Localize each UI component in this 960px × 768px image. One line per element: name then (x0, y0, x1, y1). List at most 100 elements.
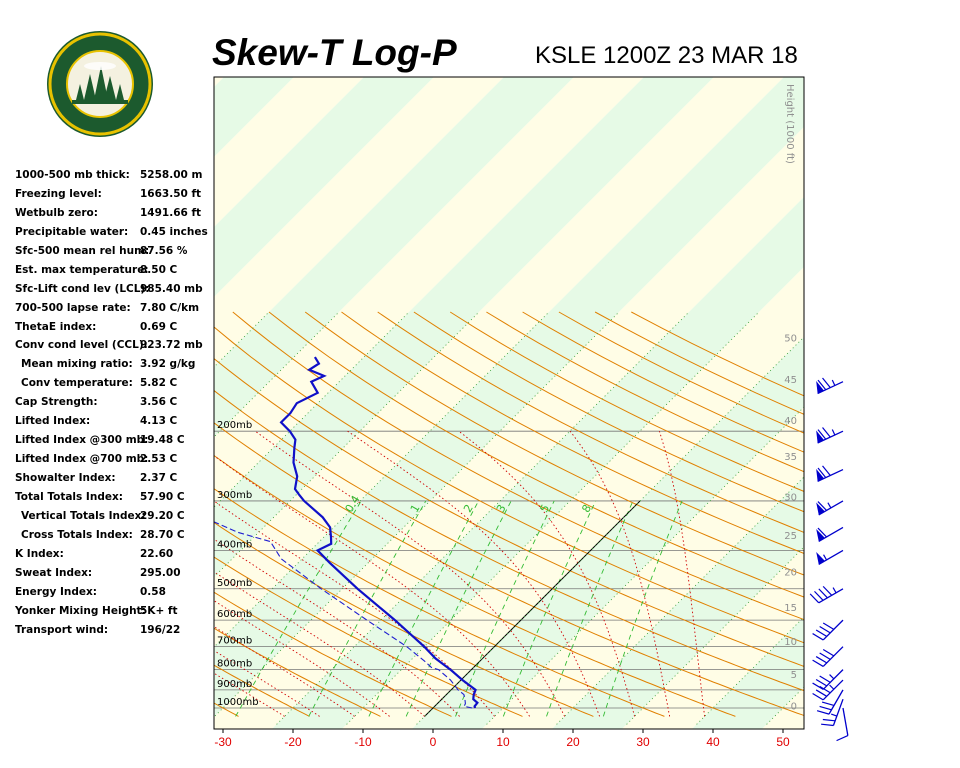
mixing-ratio-line (455, 500, 555, 717)
wind-barb (816, 500, 844, 516)
dry-adiabat (214, 488, 665, 717)
wind-barb (812, 619, 844, 641)
moist-adiabat (214, 626, 355, 717)
pressure-label: 300mb (217, 490, 252, 501)
wind-barb-half (827, 502, 832, 509)
wind-barb-half (832, 587, 837, 594)
mixing-ratio-line (308, 500, 427, 717)
stat-label: Conv temperature: (21, 377, 133, 390)
moist-adiabat (214, 455, 530, 717)
dry-adiabat (232, 311, 804, 621)
stat-value: 2.53 C (140, 453, 178, 466)
stat-label: Mean mixing ratio: (21, 358, 133, 371)
height-tick-label: 35 (784, 452, 797, 463)
stat-label: Sfc-500 mean rel hum: (15, 244, 150, 257)
dry-adiabat (304, 311, 804, 576)
isotherm-band (622, 547, 804, 729)
stat-value: 22.60 (140, 547, 174, 560)
moist-adiabat (214, 600, 390, 717)
wind-barb-full (819, 625, 831, 634)
wind-barb-flag (816, 552, 825, 565)
stat-value: 3.92 g/kg (140, 358, 196, 371)
temperature-tick-label: 20 (566, 735, 580, 749)
wind-barb-full (819, 652, 831, 660)
wind-barb-flag (816, 430, 824, 444)
wind-barb-half (831, 713, 838, 717)
stat-label: Energy Index: (15, 585, 97, 598)
wind-barb-full (815, 689, 828, 697)
stat-value: 7.80 C/km (140, 301, 200, 314)
stat-label: Est. max temperature: (15, 263, 149, 276)
stat-label: Freezing level: (15, 187, 102, 200)
height-tick-label: 15 (784, 603, 797, 614)
isotherm-line (0, 312, 199, 724)
wind-barb-full (812, 682, 824, 690)
wind-barb-full (822, 648, 835, 657)
wind-barb-full (819, 675, 831, 683)
temperature-tick-label: -30 (214, 735, 232, 749)
dry-adiabat (268, 311, 804, 598)
wind-barb-half (831, 429, 836, 436)
stat-value: 57.90 C (140, 490, 185, 503)
mixing-ratio-line (405, 500, 512, 717)
stat-label: 1000-500 mb thick: (15, 169, 130, 181)
moist-adiabat (214, 571, 425, 717)
stat-value: 28.70 C (140, 528, 185, 541)
stat-label: 700-500 lapse rate: (15, 301, 131, 314)
wind-barb-full (817, 379, 827, 391)
temperature-tick-label: 10 (496, 735, 510, 749)
wind-barb-full (822, 718, 836, 722)
dry-adiabat (377, 311, 804, 533)
stat-value: 196/22 (140, 623, 181, 636)
dry-adiabat (214, 591, 452, 717)
stat-value: 1663.50 ft (140, 187, 202, 200)
temperature-tick-label: -10 (354, 735, 372, 749)
wind-barb (816, 689, 844, 715)
height-tick-label: 10 (784, 637, 797, 648)
isotherm-band (214, 77, 804, 717)
wind-barb (812, 646, 844, 667)
wind-barb-half (831, 379, 836, 386)
wind-barb (812, 669, 844, 690)
temperature-tick-label: 0 (430, 735, 437, 749)
isotherm-band (272, 197, 804, 729)
wind-barb-full (812, 692, 824, 701)
height-tick-label: 40 (784, 416, 797, 427)
wind-barb-full (816, 710, 830, 715)
temperature-tick-label: 50 (776, 735, 790, 749)
wind-barb-full (815, 656, 828, 664)
stat-value: 2.37 C (140, 472, 178, 484)
station-time-subtitle: KSLE 1200Z 23 MAR 18 (535, 42, 798, 69)
stat-label: ThetaE index: (15, 320, 97, 333)
temperature-line (279, 356, 479, 709)
isotherm-line (0, 312, 59, 724)
wind-barb-full (822, 427, 831, 438)
wind-barb-full (809, 593, 820, 604)
height-tick-label: 30 (784, 492, 797, 503)
wind-barb-flag (816, 380, 824, 394)
wind-barb-full (815, 679, 828, 687)
dry-adiabat (214, 326, 804, 644)
dry-adiabat (449, 311, 804, 492)
stat-value: 0.58 (140, 585, 166, 598)
height-tick-label: 20 (784, 568, 797, 579)
stat-value: 19.48 C (140, 434, 185, 447)
stat-value: 5.82 C (140, 377, 178, 390)
pressure-label: 1000mb (217, 697, 259, 708)
height-tick-label: 45 (784, 375, 797, 386)
mixing-ratio-line (602, 500, 683, 717)
stat-label: Sfc-Lift cond lev (LCL): (15, 282, 150, 295)
stat-value: 923.72 mb (140, 339, 203, 352)
dry-adiabat (214, 422, 804, 717)
wind-barb-full (821, 701, 835, 707)
moist-adiabat (254, 430, 566, 717)
wind-barb-staff (828, 689, 844, 715)
dry-adiabat (214, 664, 310, 717)
height-tick-label: 50 (784, 333, 797, 344)
stat-value: 87.56 % (140, 244, 188, 257)
stat-label: Lifted Index @300 mb: (15, 434, 149, 447)
wind-barb (816, 549, 844, 565)
stat-value: 0.69 C (140, 320, 178, 333)
wind-barb (816, 465, 844, 482)
